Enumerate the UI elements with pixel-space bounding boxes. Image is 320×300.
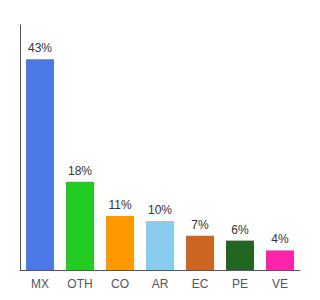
svg-text:AR: AR bbox=[152, 277, 169, 291]
svg-text:CO: CO bbox=[111, 277, 129, 291]
svg-text:4%: 4% bbox=[271, 232, 289, 246]
svg-text:10%: 10% bbox=[148, 203, 172, 217]
svg-text:OTH: OTH bbox=[67, 277, 92, 291]
svg-text:PE: PE bbox=[232, 277, 248, 291]
svg-text:EC: EC bbox=[192, 277, 209, 291]
svg-text:18%: 18% bbox=[68, 164, 92, 178]
svg-text:VE: VE bbox=[272, 277, 288, 291]
svg-text:43%: 43% bbox=[28, 41, 52, 55]
svg-text:7%: 7% bbox=[191, 218, 209, 232]
svg-text:MX: MX bbox=[31, 277, 49, 291]
svg-text:6%: 6% bbox=[231, 223, 249, 237]
svg-text:11%: 11% bbox=[108, 198, 131, 212]
